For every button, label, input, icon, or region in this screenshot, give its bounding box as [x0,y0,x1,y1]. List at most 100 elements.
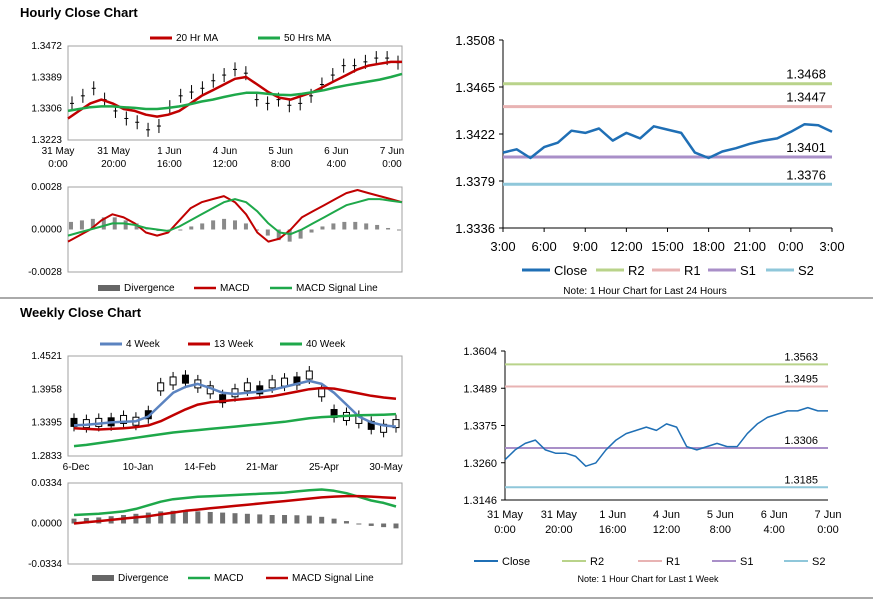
weekly-levels-label-s2: 1.3185 [784,474,818,486]
intraday-legend-s1-label: S1 [740,263,756,278]
weekly-levels-x-tick-time: 8:00 [710,524,731,536]
hourly-macd-line [67,189,403,243]
intraday-y-tick: 1.3422 [455,127,495,142]
intraday-x-tick: 21:00 [733,239,766,254]
weekly-price-x-tick: 6-Dec [63,462,90,473]
hourly-macd-y-tick: 0.0000 [31,225,62,236]
weekly-levels-x-tick-date: 5 Jun [707,509,734,521]
weekly-candle-body [268,379,276,389]
weekly-candle-body [219,394,227,404]
weekly-price-x-tick: 14-Feb [184,462,216,473]
weekly-levels-note: Note: 1 Hour Chart for Last 1 Week [578,574,719,584]
weekly-macd-y-tick: 0.0000 [31,519,62,530]
weekly-levels-x-tick-time: 0:00 [817,524,838,536]
weekly-candle-body [243,382,251,392]
hourly-price-x-tick-time: 8:00 [271,159,291,170]
hourly-price-x-tick-date: 31 May [97,146,130,157]
intraday-legend-s2-label: S2 [798,263,814,278]
weekly-levels-y-tick: 1.3604 [463,346,497,358]
weekly-divergence-bar [71,518,77,524]
weekly-4week-ma-line [73,379,397,428]
weekly-candle-body [181,374,189,384]
weekly-divergence-bar [232,513,238,524]
hourly-divergence-bar [222,218,227,230]
hourly-price-x-tick-date: 5 Jun [268,146,292,157]
weekly-close-chart-title: Weekly Close Chart [20,305,142,320]
hourly-20hr-ma-line [67,60,402,120]
hourly-divergence-bar [331,223,336,230]
hourly-price-x-tick-date: 31 May [42,146,75,157]
hourly-price-x-tick-time: 0:00 [382,159,402,170]
intraday-x-tick: 6:00 [531,239,556,254]
intraday-level-label-r1: 1.3447 [786,90,826,105]
weekly-levels-x-tick-date: 31 May [541,509,578,521]
intraday-x-tick: 9:00 [573,239,598,254]
intraday-x-tick: 3:00 [819,239,844,254]
hourly-divergence-bar [200,223,205,230]
weekly-levels-x-tick-time: 16:00 [599,524,627,536]
hourly-price-plot-frame [67,45,403,141]
hourly-divergence-bar [287,229,292,242]
weekly-levels-x-tick-date: 7 Jun [815,509,842,521]
weekly-macd-legend-macd-label: MACD [214,573,243,584]
hourly-divergence-bar [353,221,358,230]
hourly-price-x-tick-time: 20:00 [101,159,126,170]
weekly-13week-ma-line [73,386,397,431]
hourly-divergence-bar [386,227,391,230]
weekly-macd-legend-divergence-label: Divergence [118,573,169,584]
hourly-legend-50hr-ma-label: 50 Hrs MA [284,33,332,44]
weekly-divergence-bar [269,515,275,524]
intraday-level-label-s2: 1.3376 [786,167,826,182]
weekly-macd-y-tick: 0.0334 [31,478,62,489]
intraday-legend-r1-label: R1 [684,263,701,278]
hourly-divergence-bar [243,223,248,230]
weekly-divergence-bar [195,511,201,524]
weekly-price-x-tick: 30-May [369,462,402,473]
hourly-divergence-bar [69,221,73,230]
weekly-legend-13week-label: 13 Week [214,339,254,350]
weekly-levels-x-tick-time: 20:00 [545,524,573,536]
weekly-divergence-bar [343,521,349,524]
weekly-levels-legend-s2-label: S2 [812,556,825,568]
weekly-levels-legend-close-label: Close [502,556,530,568]
hourly-macd-signal-line [67,198,403,237]
hourly-macd-legend-divergence-swatch [98,285,120,291]
weekly-price-x-tick: 25-Apr [309,462,340,473]
hourly-price-x-tick-time: 4:00 [327,159,347,170]
hourly-50hr-ma-line [67,72,403,113]
weekly-levels-y-tick: 1.3375 [463,421,497,433]
weekly-levels-legend-r2-label: R2 [590,556,604,568]
intraday-level-label-s1: 1.3401 [786,140,826,155]
hourly-price-x-tick-date: 6 Jun [324,146,348,157]
weekly-candle-body [70,417,78,427]
weekly-levels-close-line [504,406,828,467]
hourly-divergence-bar [90,218,95,230]
weekly-divergence-bar [207,511,213,524]
intraday-x-tick: 3:00 [490,239,515,254]
hourly-divergence-bar [375,224,380,230]
weekly-price-y-tick: 1.2833 [31,451,62,462]
intraday-note: Note: 1 Hour Chart for Last 24 Hours [563,286,726,297]
weekly-price-y-tick: 1.3395 [31,418,62,429]
hourly-divergence-bar [298,229,303,239]
weekly-divergence-bar [282,515,288,524]
hourly-divergence-bar [397,229,401,231]
weekly-divergence-bar [381,523,387,528]
hourly-close-chart-title: Hourly Close Chart [20,5,138,20]
weekly-40week-ma-line [73,412,397,448]
intraday-legend-r2-label: R2 [628,263,645,278]
hourly-price-y-tick: 1.3472 [31,41,62,52]
hourly-price-y-tick: 1.3389 [31,72,62,83]
weekly-divergence-bar [158,511,164,524]
weekly-levels-label-r1: 1.3495 [784,373,818,385]
weekly-price-y-tick: 1.4521 [31,351,62,362]
weekly-divergence-bar [145,512,151,524]
hourly-macd-legend-divergence-label: Divergence [124,283,175,294]
weekly-price-plot-frame [67,355,403,457]
hourly-price-x-tick-time: 0:00 [48,159,68,170]
hourly-legend-20hr-ma-label: 20 Hr MA [176,33,219,44]
weekly-levels-legend-r1-label: R1 [666,556,680,568]
hourly-divergence-bar [211,220,216,230]
weekly-levels-y-tick: 1.3489 [463,383,497,395]
weekly-levels-x-tick-date: 4 Jun [653,509,680,521]
